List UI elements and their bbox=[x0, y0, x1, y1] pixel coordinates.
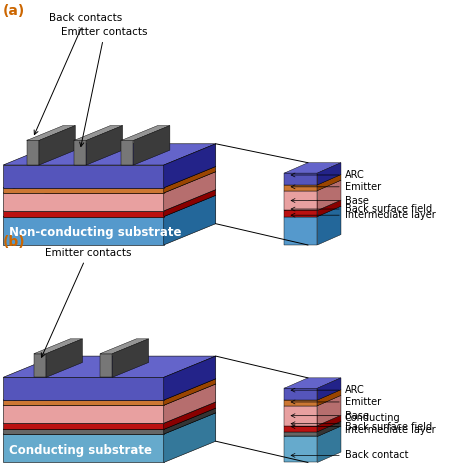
Text: Back surface field: Back surface field bbox=[291, 204, 432, 214]
Polygon shape bbox=[164, 144, 216, 188]
Polygon shape bbox=[284, 190, 318, 210]
Polygon shape bbox=[284, 180, 341, 190]
Polygon shape bbox=[164, 408, 216, 434]
Polygon shape bbox=[318, 421, 341, 437]
Polygon shape bbox=[3, 211, 164, 217]
Polygon shape bbox=[164, 166, 216, 193]
Polygon shape bbox=[164, 384, 216, 423]
Polygon shape bbox=[318, 200, 341, 217]
Polygon shape bbox=[284, 388, 318, 400]
Polygon shape bbox=[3, 402, 216, 423]
Polygon shape bbox=[284, 378, 341, 388]
Text: Back surface field: Back surface field bbox=[291, 421, 432, 432]
Polygon shape bbox=[3, 195, 216, 217]
Polygon shape bbox=[74, 125, 123, 141]
Polygon shape bbox=[318, 415, 341, 432]
Text: Emitter: Emitter bbox=[291, 397, 381, 407]
Polygon shape bbox=[3, 165, 164, 188]
Polygon shape bbox=[3, 405, 164, 423]
Polygon shape bbox=[164, 171, 216, 211]
Polygon shape bbox=[34, 354, 46, 377]
Polygon shape bbox=[284, 200, 341, 210]
Polygon shape bbox=[164, 413, 216, 463]
Polygon shape bbox=[164, 195, 216, 245]
Text: Back contacts: Back contacts bbox=[34, 13, 122, 134]
Polygon shape bbox=[284, 163, 341, 173]
Polygon shape bbox=[284, 437, 318, 463]
Polygon shape bbox=[3, 434, 164, 463]
Polygon shape bbox=[3, 384, 216, 405]
Text: (a): (a) bbox=[3, 4, 25, 18]
Polygon shape bbox=[318, 180, 341, 210]
Polygon shape bbox=[318, 426, 341, 463]
Polygon shape bbox=[318, 395, 341, 426]
Polygon shape bbox=[284, 415, 341, 426]
Polygon shape bbox=[46, 339, 82, 377]
Polygon shape bbox=[3, 429, 164, 434]
Polygon shape bbox=[27, 141, 39, 165]
Text: Back contact: Back contact bbox=[291, 450, 408, 460]
Polygon shape bbox=[100, 354, 112, 377]
Polygon shape bbox=[74, 141, 86, 165]
Polygon shape bbox=[284, 217, 318, 245]
Text: Emitter contacts: Emitter contacts bbox=[62, 27, 148, 146]
Polygon shape bbox=[3, 171, 216, 193]
Polygon shape bbox=[284, 174, 341, 185]
Polygon shape bbox=[3, 408, 216, 429]
Polygon shape bbox=[284, 185, 318, 190]
Polygon shape bbox=[284, 426, 341, 437]
Polygon shape bbox=[164, 379, 216, 405]
Text: Intermediate layer: Intermediate layer bbox=[291, 210, 436, 220]
Text: ARC: ARC bbox=[291, 170, 365, 180]
Polygon shape bbox=[3, 188, 164, 193]
Polygon shape bbox=[121, 125, 170, 141]
Text: Base: Base bbox=[291, 411, 369, 421]
Polygon shape bbox=[284, 432, 318, 437]
Polygon shape bbox=[3, 400, 164, 405]
Text: Emitter contacts: Emitter contacts bbox=[41, 248, 131, 357]
Text: Non-conducting substrate: Non-conducting substrate bbox=[9, 227, 181, 239]
Polygon shape bbox=[112, 339, 149, 377]
Polygon shape bbox=[318, 390, 341, 406]
Polygon shape bbox=[284, 390, 341, 400]
Polygon shape bbox=[3, 413, 216, 434]
Polygon shape bbox=[284, 206, 341, 217]
Polygon shape bbox=[318, 174, 341, 190]
Polygon shape bbox=[284, 406, 318, 426]
Polygon shape bbox=[318, 206, 341, 245]
Text: ARC: ARC bbox=[291, 385, 365, 395]
Polygon shape bbox=[284, 173, 318, 185]
Polygon shape bbox=[164, 402, 216, 429]
Polygon shape bbox=[134, 125, 170, 165]
Polygon shape bbox=[3, 379, 216, 400]
Polygon shape bbox=[3, 166, 216, 188]
Polygon shape bbox=[100, 339, 149, 354]
Polygon shape bbox=[3, 217, 164, 245]
Polygon shape bbox=[121, 141, 134, 165]
Polygon shape bbox=[3, 144, 216, 165]
Polygon shape bbox=[3, 193, 164, 211]
Text: Conducting substrate: Conducting substrate bbox=[9, 444, 152, 457]
Text: Base: Base bbox=[291, 196, 369, 206]
Polygon shape bbox=[164, 190, 216, 217]
Polygon shape bbox=[3, 190, 216, 211]
Polygon shape bbox=[284, 426, 318, 432]
Polygon shape bbox=[3, 356, 216, 377]
Text: Emitter: Emitter bbox=[291, 182, 381, 192]
Polygon shape bbox=[39, 125, 75, 165]
Polygon shape bbox=[164, 356, 216, 400]
Polygon shape bbox=[34, 339, 82, 354]
Polygon shape bbox=[284, 210, 318, 217]
Polygon shape bbox=[318, 378, 341, 400]
Polygon shape bbox=[284, 421, 341, 432]
Polygon shape bbox=[284, 400, 318, 406]
Polygon shape bbox=[318, 163, 341, 185]
Text: Conducting
intermediate layer: Conducting intermediate layer bbox=[291, 413, 436, 435]
Polygon shape bbox=[284, 395, 341, 406]
Polygon shape bbox=[27, 125, 75, 141]
Polygon shape bbox=[3, 423, 164, 429]
Text: (b): (b) bbox=[3, 236, 26, 249]
Polygon shape bbox=[3, 377, 164, 400]
Polygon shape bbox=[86, 125, 123, 165]
